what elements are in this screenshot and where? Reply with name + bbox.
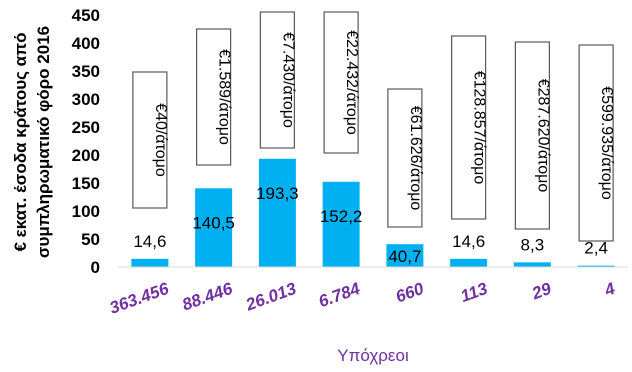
annotation-text: €7.430/άτομο <box>279 32 296 128</box>
y-tick-label: 200 <box>72 146 100 165</box>
x-axis-ticks: 363.456 88.446 26.013 6.784 660 113 29 4 <box>107 279 618 318</box>
annotation-text: €128.857/άτομο <box>471 71 488 185</box>
annotation-text: €1.589/άτομο <box>216 49 233 145</box>
y-axis-title-line2: συμπληρωματικό φόρο 2016 <box>34 26 53 258</box>
bar <box>322 181 360 267</box>
x-tick-label: 4 <box>601 279 618 301</box>
y-tick-label: 150 <box>72 174 100 193</box>
bar <box>450 258 488 267</box>
value-label: 40,7 <box>388 247 421 266</box>
y-axis-title: € εκατ. έσοδα κράτους από συμπληρωματικό… <box>11 26 53 258</box>
y-tick-label: 400 <box>72 34 100 53</box>
value-labels: 14,6 140,5 193,3 152,2 40,7 14,6 8,3 2,4 <box>133 184 608 266</box>
value-label: 14,6 <box>133 232 166 251</box>
per-person-annotation: €287.620/άτομο <box>514 41 551 230</box>
y-axis-title-line1: € εκατ. έσοδα κράτους από <box>11 32 30 251</box>
x-tick-label: 88.446 <box>180 279 236 315</box>
per-person-annotation: €128.857/άτομο <box>451 35 488 220</box>
per-person-annotation: €61.626/άτομο <box>387 88 424 228</box>
y-tick-label: 50 <box>81 230 100 249</box>
y-tick-label: 450 <box>72 6 100 25</box>
value-label: 8,3 <box>521 235 545 254</box>
per-person-annotation: €40/άτομο <box>132 71 169 209</box>
y-tick-label: 250 <box>72 118 100 137</box>
y-tick-label: 300 <box>72 90 100 109</box>
x-tick-label: 26.013 <box>242 279 299 315</box>
annotation-box <box>578 44 614 242</box>
annotation-box <box>196 28 232 166</box>
annotation-box <box>259 11 295 149</box>
per-person-annotation: €22.432/άτομο <box>323 11 360 154</box>
bar <box>195 188 233 267</box>
annotation-box <box>514 41 550 230</box>
bar <box>577 265 615 267</box>
per-person-annotation: €599.935/άτομο <box>578 44 615 242</box>
bar <box>131 258 169 267</box>
x-axis-title: Υπόχρεοι <box>337 346 409 365</box>
x-tick-label: 6.784 <box>316 279 363 312</box>
annotation-box <box>451 35 487 220</box>
annotation-box <box>387 88 423 228</box>
y-axis-ticks: 0 50 100 150 200 250 300 350 400 450 <box>72 6 100 277</box>
value-label: 14,6 <box>452 232 485 251</box>
annotation-text: €599.935/άτομο <box>598 86 615 200</box>
value-label: 193,3 <box>256 184 299 203</box>
value-label: 2,4 <box>584 239 608 258</box>
annotation-box <box>323 11 359 154</box>
value-label: 140,5 <box>192 213 235 232</box>
y-tick-label: 350 <box>72 62 100 81</box>
y-tick-label: 100 <box>72 202 100 221</box>
bars <box>131 158 615 267</box>
annotation-box <box>132 71 168 209</box>
bar <box>386 244 424 267</box>
x-tick-label: 113 <box>458 279 490 306</box>
annotation-text: €61.626/άτομο <box>407 106 424 211</box>
annotation-text: €22.432/άτομο <box>343 30 360 135</box>
per-person-annotations: €40/άτομο €1.589/άτομο €7.430/άτομο €22.432… <box>132 11 615 242</box>
per-person-annotation: €7.430/άτομο <box>259 11 296 149</box>
x-tick-label: 660 <box>393 279 427 307</box>
per-person-annotation: €1.589/άτομο <box>196 28 233 166</box>
bar <box>513 262 551 267</box>
annotation-text: €287.620/άτομο <box>534 79 551 193</box>
y-tick-label: 0 <box>91 258 100 277</box>
annotation-text: €40/άτομο <box>152 103 169 177</box>
value-label: 152,2 <box>320 207 363 226</box>
bar <box>258 158 296 267</box>
x-tick-label: 29 <box>529 279 555 304</box>
x-tick-label: 363.456 <box>107 279 172 318</box>
